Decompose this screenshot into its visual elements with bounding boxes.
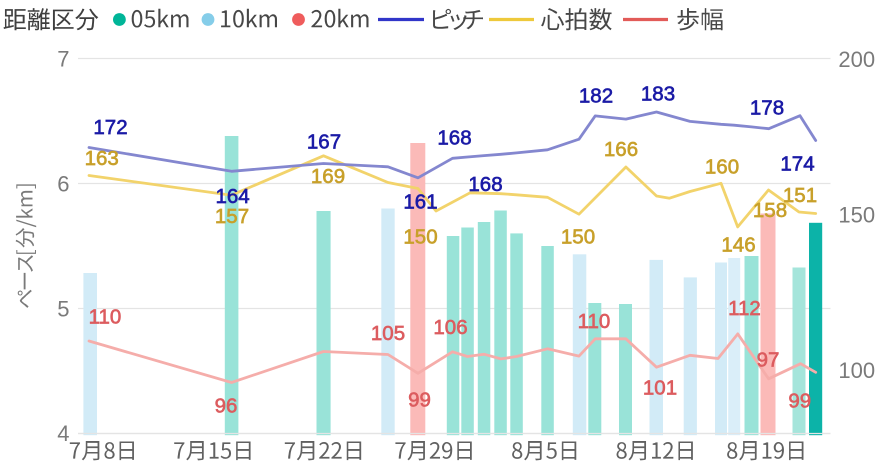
svg-text:160: 160 [705,155,739,178]
svg-text:106: 106 [433,316,467,339]
svg-text:174: 174 [780,152,814,175]
svg-text:200: 200 [838,47,875,72]
svg-text:101: 101 [643,376,677,399]
svg-text:169: 169 [311,165,345,188]
svg-text:163: 163 [85,147,119,170]
svg-text:178: 178 [750,96,784,119]
svg-text:150: 150 [838,203,875,228]
svg-text:157: 157 [215,205,249,228]
svg-text:4: 4 [57,421,69,446]
svg-text:168: 168 [437,126,471,149]
svg-text:183: 183 [641,82,675,105]
svg-text:146: 146 [721,233,755,256]
svg-text:182: 182 [579,84,613,107]
svg-text:105: 105 [371,322,405,345]
svg-text:167: 167 [307,130,341,153]
svg-text:161: 161 [403,190,437,213]
svg-text:150: 150 [403,225,437,248]
svg-text:164: 164 [215,185,249,208]
svg-text:99: 99 [788,389,811,412]
svg-text:151: 151 [783,184,817,207]
svg-text:172: 172 [93,116,127,139]
svg-text:110: 110 [578,310,611,333]
svg-text:100: 100 [838,358,875,383]
svg-text:150: 150 [561,226,595,249]
svg-text:97: 97 [757,348,780,371]
svg-text:96: 96 [215,394,238,417]
svg-text:112: 112 [728,297,761,320]
svg-text:168: 168 [468,173,502,196]
svg-text:7: 7 [57,47,69,72]
svg-text:166: 166 [604,138,638,161]
svg-text:5: 5 [57,296,69,321]
svg-text:110: 110 [89,305,122,328]
svg-text:158: 158 [753,199,787,222]
svg-text:99: 99 [408,388,431,411]
svg-text:6: 6 [57,171,69,196]
